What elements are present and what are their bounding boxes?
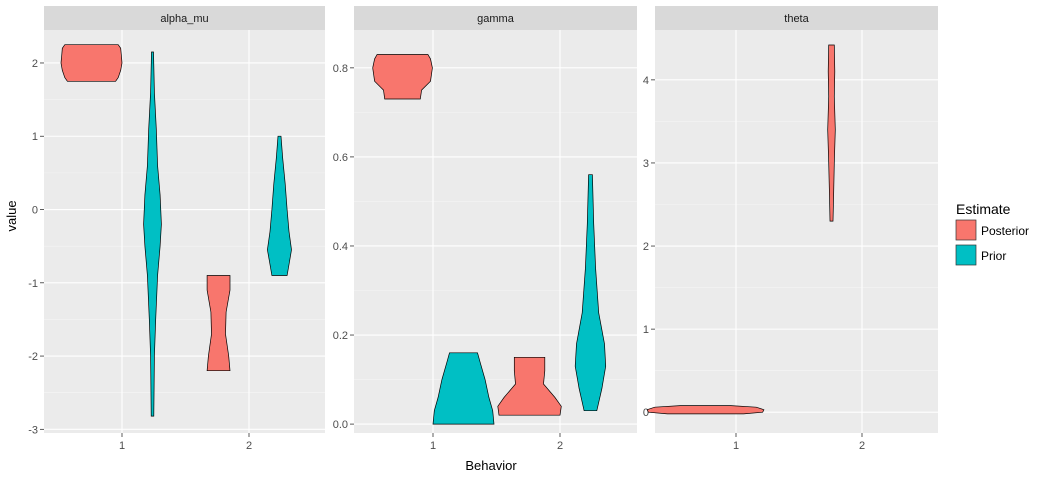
panel-background [655, 30, 938, 433]
legend: Estimate Posterior Prior [955, 201, 1029, 266]
legend-key-posterior [955, 219, 977, 241]
y-tick-label: 0 [643, 407, 649, 419]
legend-label-posterior: Posterior [981, 224, 1029, 238]
violin-posterior-behavior-2 [827, 44, 836, 222]
violin-prior-behavior-1 [143, 51, 162, 417]
y-tick-label: -3 [28, 424, 38, 436]
violin-prior-behavior-1 [432, 352, 495, 425]
y-tick-label: 0.4 [333, 241, 348, 253]
facet-strip [44, 6, 325, 30]
y-axis-title: value [4, 200, 19, 231]
facet-strip-label: theta [784, 13, 809, 25]
facet-gamma: gamma 0.0 0.2 0.4 0.6 0.8 1 2 [333, 6, 637, 452]
facet-theta: theta 0 1 2 3 4 1 2 [643, 6, 938, 452]
legend-label-prior: Prior [981, 249, 1006, 263]
violin-posterior-behavior-1 [646, 405, 765, 415]
violin-posterior-behavior-1 [372, 54, 433, 100]
facet-panels: alpha_mu -3 -2 -1 0 1 2 1 2 gamma 0.0 0.2 0.4 0.6 0.8 1… [28, 6, 938, 452]
y-tick-label: 2 [643, 241, 649, 253]
violin-posterior-behavior-2 [497, 356, 562, 416]
violin-prior-behavior-2 [574, 174, 607, 412]
violin-posterior-behavior-1 [60, 44, 123, 82]
x-tick-label: 1 [119, 440, 125, 452]
violin-prior-behavior-2 [267, 135, 292, 276]
y-tick-label: 1 [32, 131, 38, 143]
facet-strip-label: gamma [477, 13, 515, 25]
violin-posterior-behavior-2 [206, 275, 231, 372]
x-tick-label: 2 [859, 440, 865, 452]
y-tick-label: -1 [28, 278, 38, 290]
y-tick-label: 0.6 [333, 152, 348, 164]
y-tick-label: 2 [32, 58, 38, 70]
x-axis-title: Behavior [465, 458, 517, 473]
y-tick-label: 0.2 [333, 330, 348, 342]
facet-strip [354, 6, 637, 30]
y-tick-label: 0.8 [333, 63, 348, 75]
y-tick-label: -2 [28, 351, 38, 363]
y-tick-label: 4 [643, 75, 649, 87]
legend-key-prior [955, 244, 977, 266]
legend-title: Estimate [956, 201, 1011, 217]
facet-strip [655, 6, 938, 30]
x-tick-label: 2 [557, 440, 563, 452]
x-tick-label: 1 [430, 440, 436, 452]
x-tick-label: 2 [246, 440, 252, 452]
facet-alpha_mu: alpha_mu -3 -2 -1 0 1 2 1 2 [28, 6, 325, 452]
y-tick-label: 0 [32, 205, 38, 217]
y-tick-label: 1 [643, 324, 649, 336]
x-tick-label: 1 [733, 440, 739, 452]
y-tick-label: 3 [643, 158, 649, 170]
y-tick-label: 0.0 [333, 419, 348, 431]
facet-strip-label: alpha_mu [160, 13, 208, 25]
